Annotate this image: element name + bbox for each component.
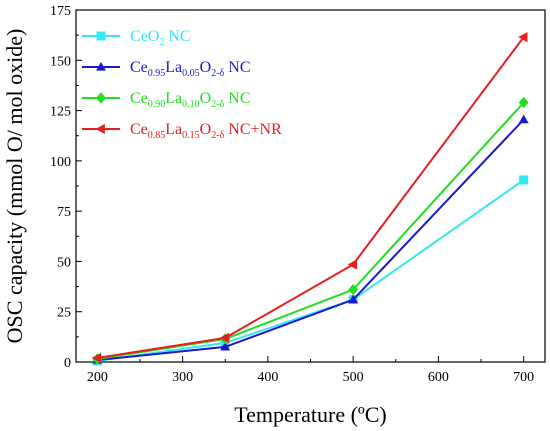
x-tick-label: 300	[172, 370, 193, 385]
x-axis-title: Temperature (ºC)	[234, 402, 387, 427]
legend-entry: Ce0.90La0.10O2-δ NC	[82, 90, 251, 110]
data-point	[518, 96, 529, 109]
series-1	[92, 175, 529, 366]
y-tick-label: 125	[50, 105, 71, 120]
data-point	[347, 259, 357, 270]
legend: CeO2 NC Ce0.95La0.05O2-δ NC Ce0.90La0.10O2…	[82, 28, 282, 141]
series-layer	[91, 31, 529, 366]
y-tick-label: 175	[50, 4, 71, 19]
legend-marker	[96, 61, 106, 71]
data-point	[220, 341, 231, 351]
series-line	[97, 36, 525, 359]
y-axis-title: OSC capacity (mmol O/ mol oxide)	[2, 29, 27, 344]
y-tick-label: 0	[64, 356, 71, 371]
y-tick-label: 25	[57, 306, 71, 321]
x-tick-label: 400	[257, 370, 278, 385]
y-tick-label: 150	[50, 54, 71, 69]
y-tick-label: 50	[57, 255, 71, 270]
x-tick-label: 200	[87, 370, 108, 385]
data-point	[519, 175, 529, 185]
legend-entry: Ce0.95La0.05O2-δ NC	[82, 59, 251, 79]
series-4	[91, 31, 528, 364]
data-point	[348, 283, 359, 296]
y-tick-label: 75	[57, 205, 71, 220]
series-line	[97, 118, 525, 361]
x-tick-label: 700	[513, 370, 534, 385]
legend-entry: Ce0.85La0.15O2-δ NC+NR	[82, 121, 282, 141]
legend-marker	[95, 123, 105, 135]
axes: 200 300 400 500 600 700 0 25 50 75 100 125 150 175	[50, 4, 534, 385]
legend-label: Ce0.90La0.10O2-δ NC	[130, 90, 251, 110]
data-point	[91, 352, 102, 364]
legend-marker	[96, 92, 106, 104]
x-tick-label: 600	[428, 370, 449, 385]
data-point	[219, 332, 230, 344]
legend-entry: CeO2 NC	[82, 28, 191, 48]
x-tick-label: 500	[343, 370, 364, 385]
y-tick-label: 100	[50, 155, 71, 170]
series-line	[97, 179, 525, 362]
data-point	[518, 31, 528, 43]
legend-label: CeO2 NC	[130, 28, 191, 48]
legend-label: Ce0.85La0.15O2-δ NC+NR	[130, 121, 282, 141]
legend-marker	[96, 31, 106, 41]
data-point	[348, 294, 359, 304]
series-2	[92, 114, 529, 364]
legend-label: Ce0.95La0.05O2-δ NC	[130, 59, 251, 79]
data-point	[518, 114, 529, 124]
